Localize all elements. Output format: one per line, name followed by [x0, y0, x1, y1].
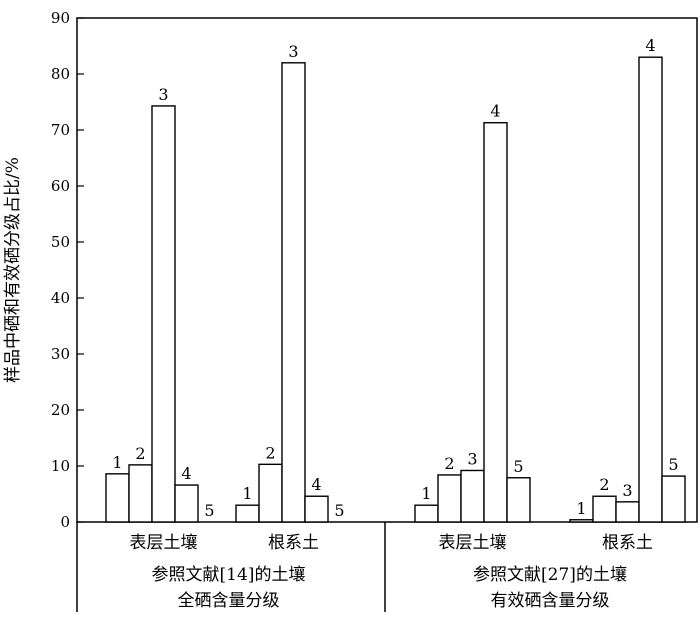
bar — [483, 122, 508, 523]
bar-label: 1 — [242, 484, 252, 503]
bar — [151, 105, 176, 523]
bar-label: 1 — [112, 453, 122, 472]
y-axis-label: 样品中硒和有效硒分级占比/% — [3, 157, 23, 383]
bar-label: 4 — [645, 36, 655, 55]
bar-label: 3 — [158, 85, 168, 104]
y-tick-label: 20 — [51, 401, 70, 419]
bar — [235, 504, 260, 523]
bar-label: 3 — [288, 42, 298, 61]
bar — [105, 473, 130, 523]
group-label-line1: 参照文献[27]的土壤 — [473, 564, 627, 585]
bar-label: 3 — [622, 481, 632, 500]
category-label: 表层土壤 — [439, 532, 507, 553]
bar — [569, 519, 594, 523]
bar — [174, 484, 199, 523]
plot-border — [76, 17, 698, 523]
y-tick-label: 70 — [51, 121, 70, 139]
y-tick-label: 90 — [51, 9, 70, 27]
bar-label: 1 — [576, 499, 586, 518]
category-label: 根系土 — [268, 533, 319, 553]
bar — [615, 501, 640, 523]
y-tick-label: 40 — [51, 289, 70, 307]
bar — [460, 469, 485, 523]
bar — [592, 495, 617, 523]
bar-label: 4 — [490, 102, 500, 121]
bar-label: 5 — [334, 501, 344, 520]
bar-label: 5 — [204, 501, 214, 520]
plot-frame — [76, 17, 698, 612]
bar-label: 4 — [311, 475, 321, 494]
bar-label: 3 — [467, 449, 477, 468]
category-label: 根系土 — [602, 533, 653, 553]
bar — [281, 62, 306, 523]
bar-label: 2 — [135, 444, 145, 463]
y-tick-label: 80 — [51, 65, 70, 83]
bar — [414, 504, 439, 523]
y-tick-label: 10 — [51, 457, 70, 475]
bar-label: 2 — [265, 443, 275, 462]
bar-label: 5 — [513, 457, 523, 476]
group-label-line1: 参照文献[14]的土壤 — [152, 564, 306, 585]
group-label-line2: 全硒含量分级 — [178, 591, 280, 611]
bar — [258, 463, 283, 523]
y-axis: 0 10 20 30 40 50 60 70 80 90 — [51, 9, 84, 531]
bar — [638, 56, 663, 523]
y-tick-label: 0 — [60, 513, 70, 531]
bar-label: 2 — [599, 475, 609, 494]
bar — [661, 475, 686, 523]
bar-label: 1 — [421, 484, 431, 503]
bar — [437, 474, 462, 523]
y-tick-label: 30 — [51, 345, 70, 363]
category-label: 表层土壤 — [130, 532, 198, 553]
bar-label: 2 — [444, 454, 454, 473]
bar-label: 5 — [668, 455, 678, 474]
bar — [506, 477, 531, 523]
bar-label: 4 — [181, 464, 191, 483]
bar — [128, 464, 153, 523]
y-tick-label: 60 — [51, 177, 70, 195]
group-label-line2: 有效硒含量分级 — [491, 591, 610, 611]
y-tick-label: 50 — [51, 233, 70, 251]
bar — [304, 495, 329, 523]
